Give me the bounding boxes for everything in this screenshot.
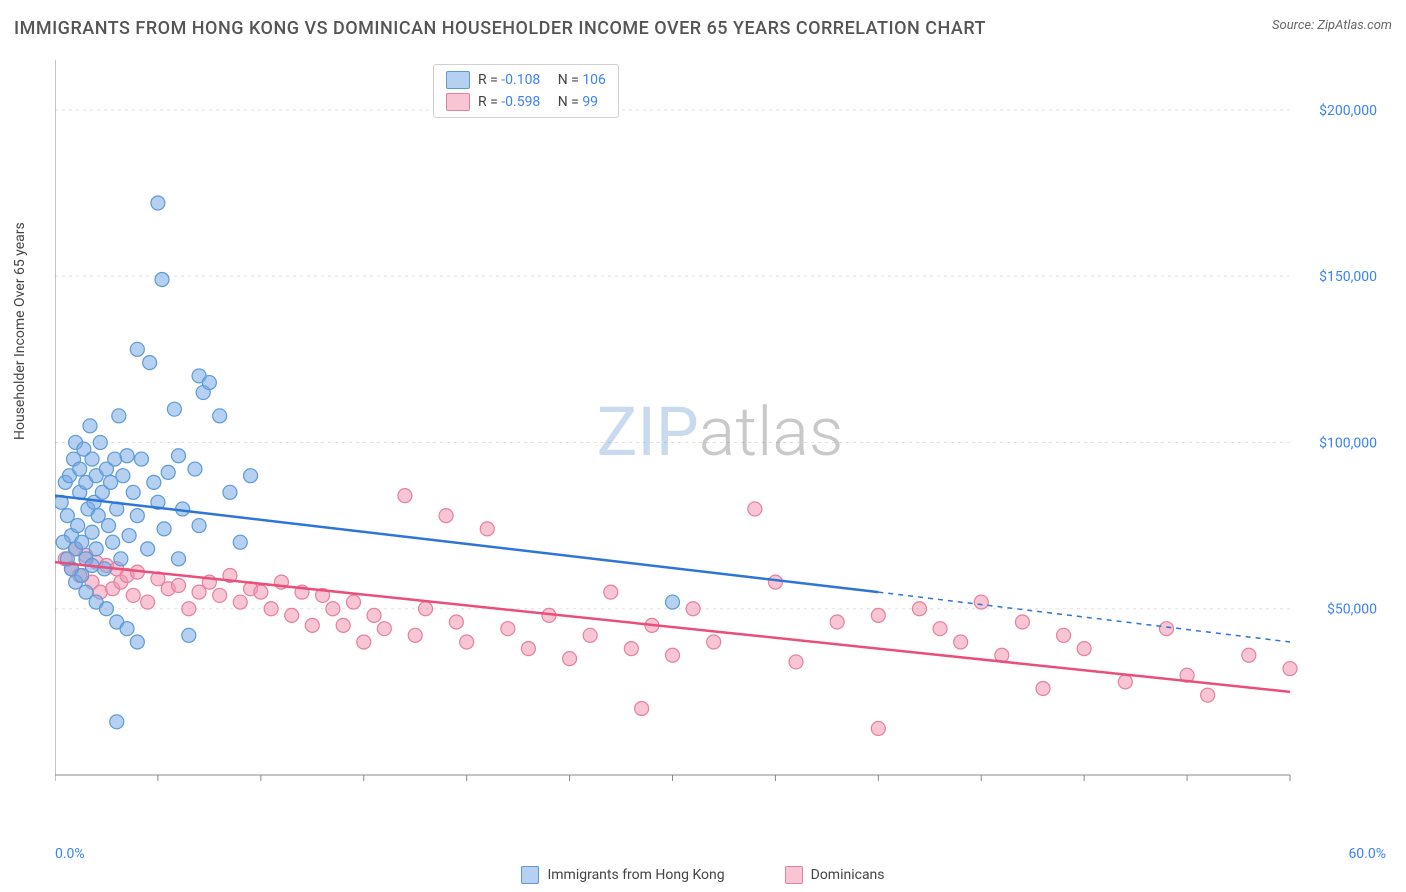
scatter-plot: $50,000 $100,000 $150,000 $200,000	[55, 60, 1385, 820]
svg-text:$50,000: $50,000	[1327, 601, 1377, 618]
x-axis-start-label: 0.0%	[55, 846, 85, 862]
n-value-1: 106	[582, 72, 606, 88]
legend-label-series2: Dominicans	[811, 867, 885, 883]
n-label-1: N =	[558, 72, 583, 88]
n-value-2: 99	[582, 94, 598, 110]
x-axis-end-label: 60.0%	[1348, 846, 1386, 862]
correlation-stats-box: R = -0.108 N = 106 R = -0.598 N = 99	[433, 64, 619, 118]
legend-swatch-series1	[521, 866, 539, 884]
svg-text:$200,000: $200,000	[1319, 102, 1377, 119]
svg-text:$150,000: $150,000	[1319, 268, 1377, 285]
chart-area: $50,000$100,000$150,000$200,000 ZIPatlas…	[55, 60, 1385, 820]
n-label-2: N =	[558, 94, 583, 110]
legend-swatch-series2	[785, 866, 803, 884]
stats-text-series1: R = -0.108 N = 106	[478, 72, 606, 88]
r-label-2: R =	[478, 94, 501, 110]
r-value-2: -0.598	[501, 94, 540, 110]
r-label-1: R =	[478, 72, 501, 88]
source-label: Source: ZipAtlas.com	[1272, 18, 1392, 33]
svg-text:$100,000: $100,000	[1319, 434, 1377, 451]
legend-item-series1: Immigrants from Hong Kong	[521, 866, 724, 884]
chart-title: IMMIGRANTS FROM HONG KONG VS DOMINICAN H…	[14, 18, 986, 39]
stats-text-series2: R = -0.598 N = 99	[478, 94, 598, 110]
legend-item-series2: Dominicans	[785, 866, 885, 884]
y-axis-label: Householder Income Over 65 years	[12, 222, 28, 440]
stats-swatch-series2	[446, 93, 470, 111]
stats-swatch-series1	[446, 71, 470, 89]
stats-row-series2: R = -0.598 N = 99	[446, 93, 606, 111]
bottom-legend: Immigrants from Hong Kong Dominicans	[0, 866, 1406, 884]
stats-row-series1: R = -0.108 N = 106	[446, 71, 606, 89]
legend-label-series1: Immigrants from Hong Kong	[547, 867, 724, 883]
r-value-1: -0.108	[501, 72, 540, 88]
